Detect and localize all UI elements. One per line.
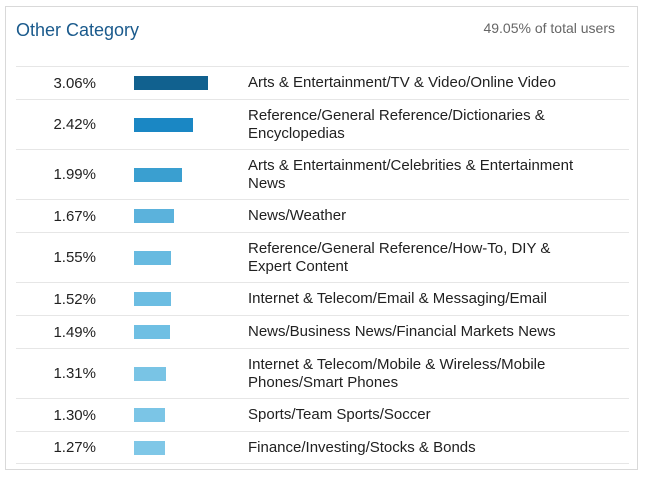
category-row[interactable]: 1.67% News/Weather bbox=[16, 199, 629, 232]
row-label: News/Business News/Financial Markets New… bbox=[248, 323, 556, 340]
row-percent: 3.06% bbox=[53, 74, 96, 92]
category-row[interactable]: 1.55% Reference/General Reference/How-To,… bbox=[16, 232, 629, 282]
row-percent: 1.30% bbox=[53, 406, 96, 424]
row-bar bbox=[134, 366, 166, 381]
row-percent: 1.49% bbox=[53, 323, 96, 341]
category-row[interactable]: 1.30% Sports/Team Sports/Soccer bbox=[16, 398, 629, 431]
row-bar bbox=[134, 325, 170, 339]
row-label: Internet & Telecom/Email & Messaging/Ema… bbox=[248, 290, 548, 307]
category-row[interactable]: 1.31% Internet & Telecom/Mobile & Wireles… bbox=[16, 348, 629, 398]
category-list: 3.06% Arts & Entertainment/TV & Video/Onl… bbox=[16, 66, 629, 464]
row-percent: 1.52% bbox=[53, 290, 96, 308]
row-label: Finance/Investing/Stocks & Bonds bbox=[248, 438, 476, 456]
row-percent: 1.67% bbox=[53, 207, 96, 225]
row-bar-cell bbox=[96, 440, 214, 455]
row-label: Reference/General Reference/How-To, DIY … bbox=[248, 239, 551, 275]
row-bar bbox=[134, 167, 182, 182]
row-bar bbox=[134, 292, 171, 306]
row-label: Arts & Entertainment/Celebrities & Enter… bbox=[248, 156, 574, 192]
row-bar bbox=[134, 209, 174, 223]
card-title: Other Category bbox=[16, 20, 140, 40]
row-bar bbox=[134, 76, 208, 90]
row-bar-cell bbox=[96, 167, 214, 182]
row-label: Internet & Telecom/Mobile & Wireless/Mob… bbox=[248, 355, 546, 391]
total-users-summary: 49.05% of total users bbox=[483, 20, 615, 36]
category-row[interactable]: 2.42% Reference/General Reference/Diction… bbox=[16, 99, 629, 149]
row-bar-cell bbox=[96, 209, 214, 223]
row-bar-cell bbox=[96, 117, 214, 132]
row-bar-cell bbox=[96, 408, 214, 422]
row-percent: 1.31% bbox=[53, 365, 96, 382]
row-bar-cell bbox=[96, 366, 214, 381]
row-label: Reference/General Reference/Dictionaries… bbox=[248, 106, 545, 142]
row-label: Sports/Team Sports/Soccer bbox=[248, 406, 431, 423]
row-bar-cell bbox=[96, 250, 214, 265]
row-bar-cell bbox=[96, 325, 214, 339]
row-bar bbox=[134, 408, 165, 422]
category-row[interactable]: 1.52% Internet & Telecom/Email & Messagin… bbox=[16, 282, 629, 315]
row-percent: 2.42% bbox=[53, 116, 96, 133]
category-card: Other Category 49.05% of total users 3.0… bbox=[5, 6, 638, 470]
row-label: Arts & Entertainment/TV & Video/Online V… bbox=[248, 74, 556, 91]
category-row[interactable]: 1.27% Finance/Investing/Stocks & Bonds bbox=[16, 431, 629, 464]
row-bar bbox=[134, 250, 171, 265]
row-label: News/Weather bbox=[248, 207, 347, 224]
row-percent: 1.27% bbox=[53, 439, 96, 456]
row-percent: 1.99% bbox=[53, 166, 96, 183]
row-bar-cell bbox=[96, 76, 214, 90]
row-bar bbox=[134, 440, 165, 455]
row-bar bbox=[134, 117, 193, 132]
category-row[interactable]: 3.06% Arts & Entertainment/TV & Video/Onl… bbox=[16, 66, 629, 99]
category-row[interactable]: 1.99% Arts & Entertainment/Celebrities & … bbox=[16, 149, 629, 199]
row-percent: 1.55% bbox=[53, 249, 96, 266]
row-bar-cell bbox=[96, 292, 214, 306]
category-row[interactable]: 1.49% News/Business News/Financial Market… bbox=[16, 315, 629, 348]
